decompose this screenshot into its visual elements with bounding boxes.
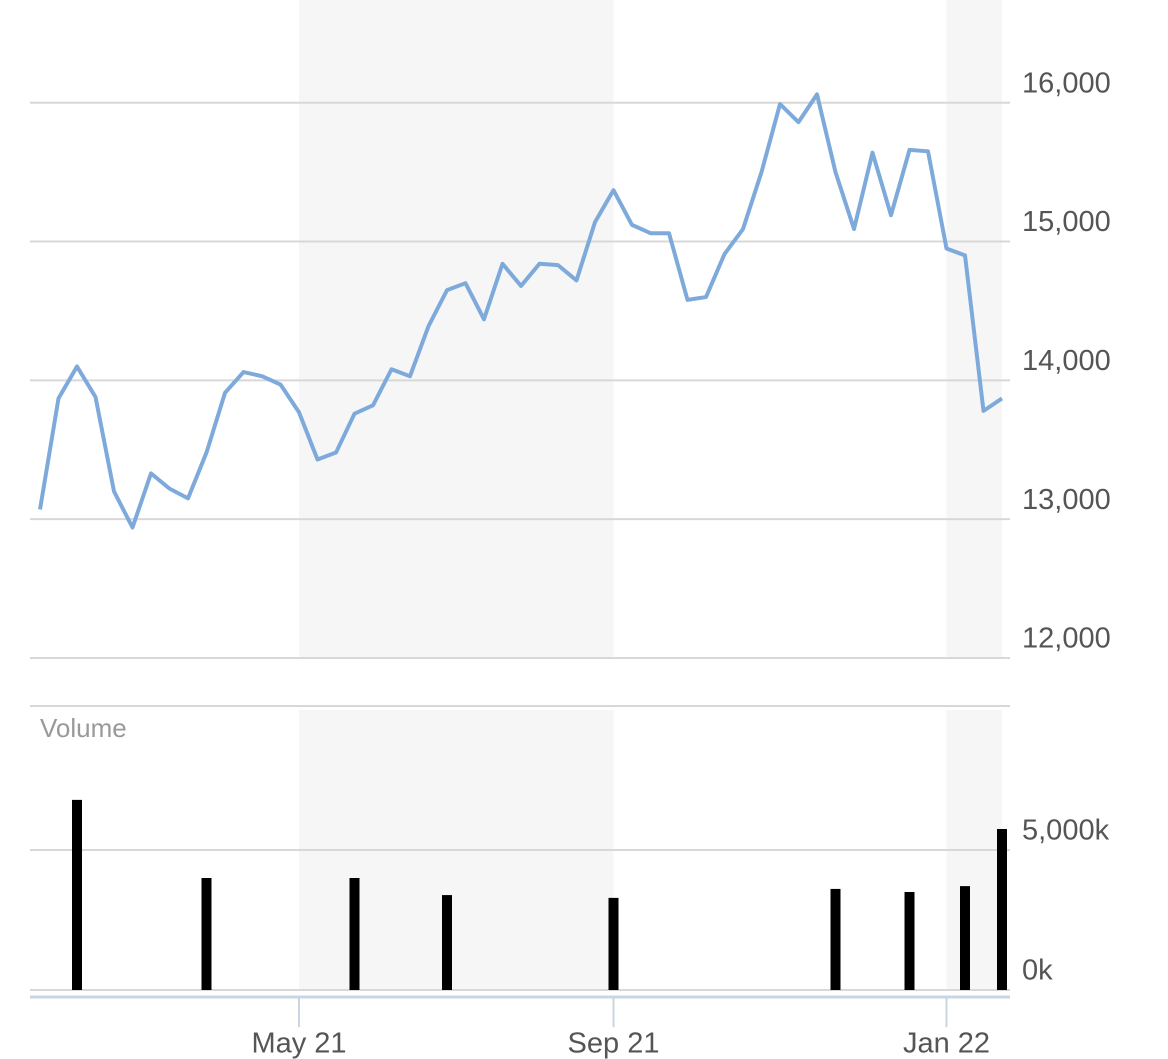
- band: [299, 0, 614, 658]
- volume-bar: [201, 878, 212, 990]
- x-tick-label: Jan 22: [903, 1028, 990, 1059]
- volume-bar: [904, 892, 915, 990]
- price-line: [38, 92, 1004, 530]
- volume-bar: [442, 895, 452, 990]
- y-tick-label: 13,000: [1022, 484, 1111, 516]
- volume-bar: [608, 897, 619, 990]
- y-tick-label: 14,000: [1022, 345, 1111, 377]
- bands: [299, 0, 1002, 990]
- y-tick-label: 0k: [1022, 955, 1053, 987]
- x-tick-label: May 21: [251, 1028, 346, 1059]
- panel-title: Volume: [40, 713, 127, 743]
- y-tick-label: 5,000k: [1022, 815, 1110, 847]
- y-tick-label: 16,000: [1022, 67, 1111, 99]
- y-tick-label: 15,000: [1022, 206, 1111, 238]
- volume-bar: [830, 888, 841, 990]
- x-tick-label: Sep 21: [568, 1028, 660, 1059]
- y-tick-label: 12,000: [1022, 623, 1111, 655]
- volume-bar: [349, 878, 360, 990]
- volume-bar: [997, 829, 1007, 990]
- volume-bar: [72, 799, 82, 990]
- volume-bar: [960, 886, 970, 990]
